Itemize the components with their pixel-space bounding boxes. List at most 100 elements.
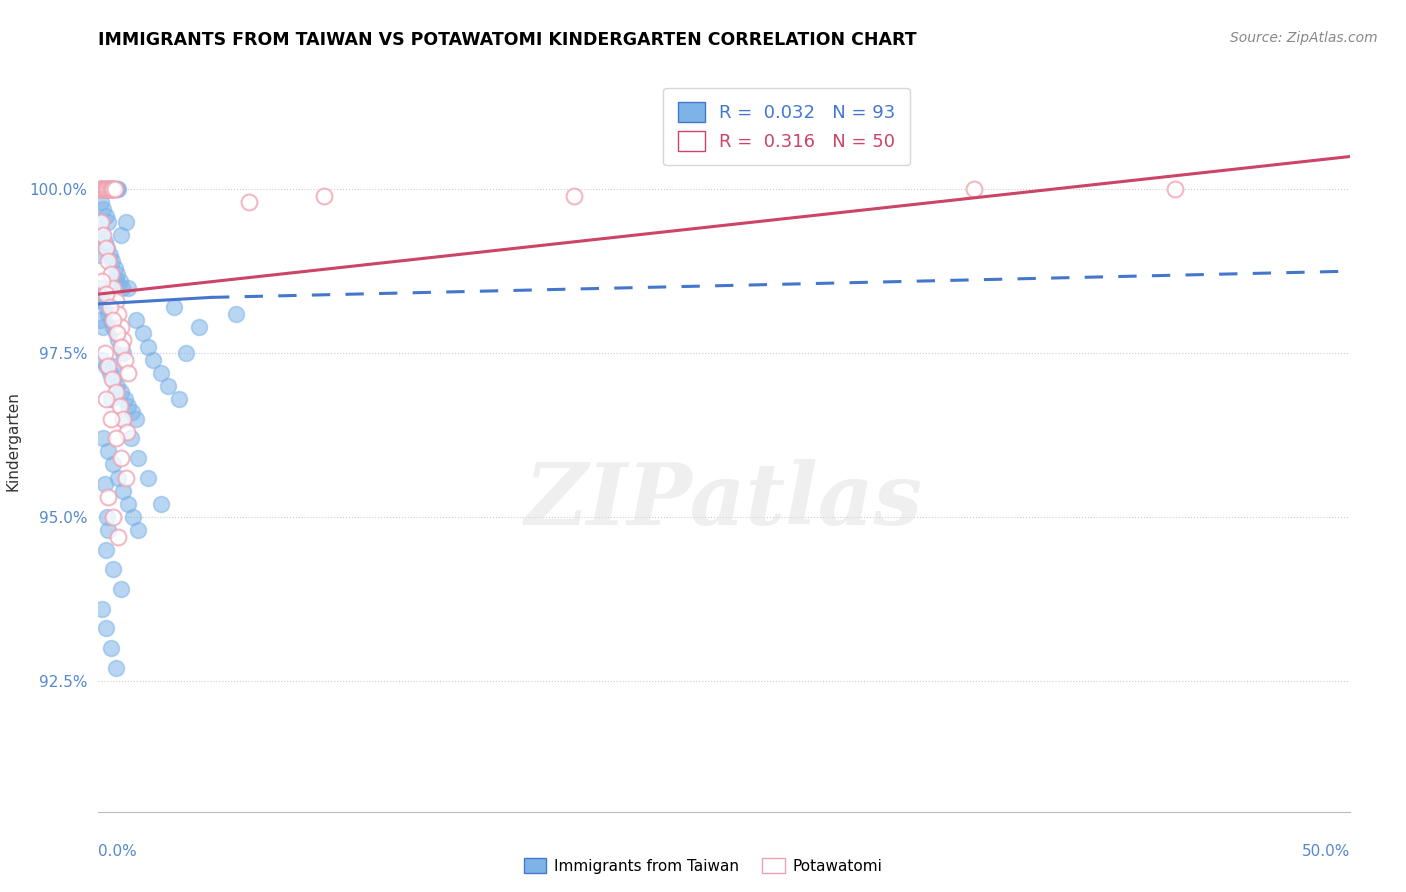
Point <box>963 182 986 196</box>
Point <box>115 470 138 484</box>
Point <box>225 307 247 321</box>
Point <box>100 411 122 425</box>
Point <box>174 346 197 360</box>
Point <box>142 352 165 367</box>
Text: 0.0%: 0.0% <box>98 845 138 860</box>
Point <box>117 366 139 380</box>
Point <box>107 333 129 347</box>
Point <box>103 562 125 576</box>
Point <box>100 640 122 655</box>
Point <box>104 182 127 196</box>
Point <box>107 530 129 544</box>
Point <box>101 182 124 196</box>
Point <box>562 189 585 203</box>
Point <box>104 274 127 288</box>
Point <box>112 483 135 498</box>
Legend: R =  0.032   N = 93, R =  0.316   N = 50: R = 0.032 N = 93, R = 0.316 N = 50 <box>664 87 910 166</box>
Point <box>100 182 122 196</box>
Point <box>98 248 121 262</box>
Point <box>91 601 114 615</box>
Point <box>90 287 112 301</box>
Point <box>157 379 180 393</box>
Point <box>98 182 121 196</box>
Point <box>107 182 129 196</box>
Point <box>97 182 120 196</box>
Point <box>90 182 112 196</box>
Point <box>104 326 127 341</box>
Point <box>110 582 132 596</box>
Point <box>93 182 115 196</box>
Point <box>90 182 112 196</box>
Point <box>103 458 125 472</box>
Point <box>111 280 134 294</box>
Point <box>94 542 117 557</box>
Point <box>104 431 127 445</box>
Point <box>91 228 114 243</box>
Point <box>125 313 148 327</box>
Point <box>105 379 128 393</box>
Point <box>115 425 138 439</box>
Point <box>89 221 111 235</box>
Point <box>112 346 135 360</box>
Point <box>89 182 111 196</box>
Point <box>91 274 114 288</box>
Point <box>94 209 117 223</box>
Point <box>103 359 125 374</box>
Point <box>104 182 127 196</box>
Point <box>103 280 125 294</box>
Legend: Immigrants from Taiwan, Potawatomi: Immigrants from Taiwan, Potawatomi <box>517 852 889 880</box>
Point <box>89 182 111 196</box>
Point <box>112 333 135 347</box>
Point <box>127 450 149 465</box>
Point <box>104 385 127 400</box>
Point <box>107 307 129 321</box>
Point <box>94 182 117 196</box>
Point <box>97 444 120 458</box>
Point <box>110 385 132 400</box>
Point <box>89 248 111 262</box>
Point <box>127 523 149 537</box>
Point <box>93 477 115 491</box>
Point <box>104 260 127 275</box>
Point <box>97 215 120 229</box>
Point <box>91 352 114 367</box>
Point <box>150 366 173 380</box>
Point <box>94 241 117 255</box>
Point <box>93 319 115 334</box>
Point <box>162 300 184 314</box>
Text: Source: ZipAtlas.com: Source: ZipAtlas.com <box>1230 31 1378 45</box>
Point <box>312 189 335 203</box>
Point <box>103 509 125 524</box>
Point <box>97 359 120 374</box>
Point <box>91 182 114 196</box>
Point <box>90 215 112 229</box>
Point <box>89 313 111 327</box>
Point <box>1163 182 1185 196</box>
Point <box>97 307 120 321</box>
Point <box>107 470 129 484</box>
Y-axis label: Kindergarten: Kindergarten <box>6 392 21 491</box>
Point <box>103 313 125 327</box>
Point <box>90 195 112 210</box>
Point <box>110 450 132 465</box>
Point <box>103 182 125 196</box>
Point <box>101 182 124 196</box>
Point <box>97 254 120 268</box>
Point <box>125 411 148 425</box>
Point <box>101 372 124 386</box>
Point <box>97 490 120 504</box>
Point <box>94 359 117 374</box>
Point <box>103 182 125 196</box>
Point <box>104 660 127 674</box>
Point <box>98 300 121 314</box>
Point <box>105 182 128 196</box>
Point <box>112 411 135 425</box>
Point <box>150 497 173 511</box>
Point <box>112 411 135 425</box>
Point <box>93 293 115 308</box>
Point <box>138 339 160 353</box>
Point <box>93 202 115 216</box>
Point <box>98 366 121 380</box>
Point <box>96 182 118 196</box>
Point <box>187 319 209 334</box>
